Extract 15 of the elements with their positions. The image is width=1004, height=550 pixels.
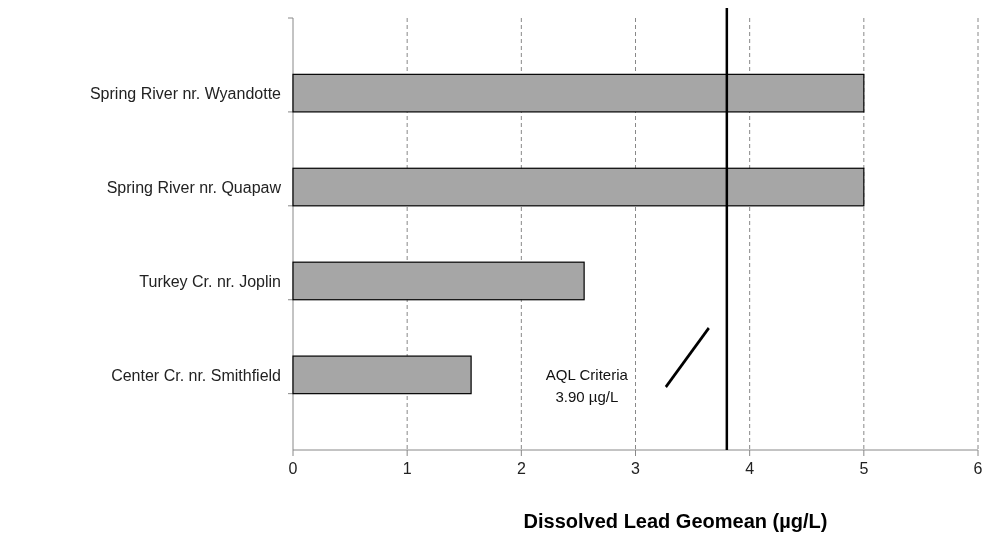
x-tick-label: 4 [745,460,755,477]
y-tick-label: Spring River nr. Wyandotte [89,85,282,103]
ref-line-label: AQL Criteria 3.90 µg/L [545,366,629,405]
bar [292,355,472,395]
y-tick-label: Center Cr. nr. Smithfield [111,366,281,384]
x-tick-label: 0 [288,460,298,477]
bar [292,261,585,301]
y-tick-label: Spring River nr. Quapaw [106,179,282,197]
x-axis-title: Dissolved Lead Geomean (µg/L) [523,510,828,532]
x-tick-label: 3 [631,460,641,477]
x-tick-label: 1 [402,460,412,477]
x-tick-label: 6 [973,460,983,477]
x-tick-label: 2 [516,460,526,477]
y-tick-label: Turkey Cr. nr. Joplin [139,272,281,290]
x-tick-label: 5 [859,460,869,477]
